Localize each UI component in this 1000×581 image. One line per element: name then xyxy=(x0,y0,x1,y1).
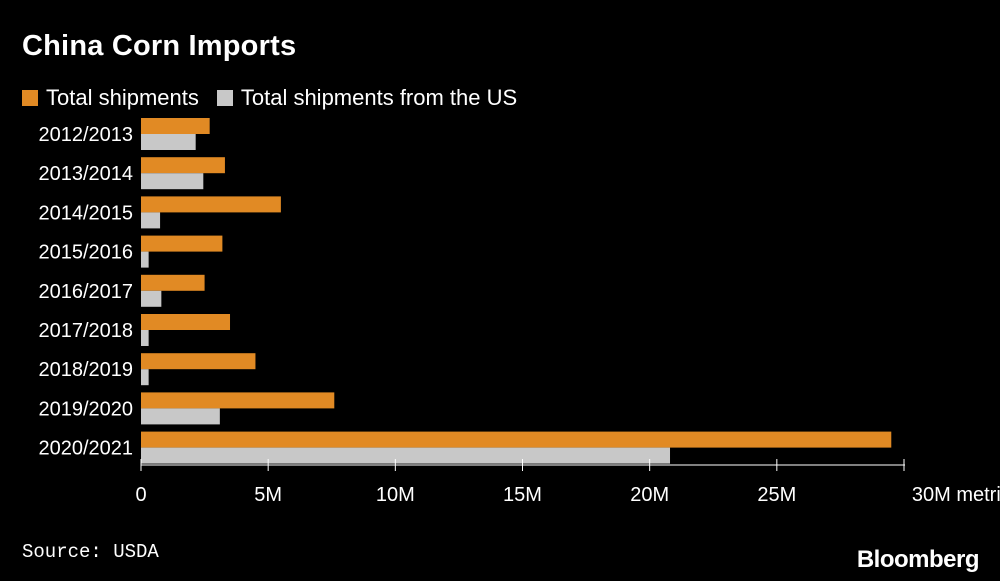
bloomberg-logo: Bloomberg xyxy=(856,546,980,573)
bar-us-shipments xyxy=(141,290,162,307)
legend-item-total: Total shipments xyxy=(22,85,199,111)
x-tick-label: 25M xyxy=(757,484,796,506)
category-label: 2014/2015 xyxy=(38,202,133,224)
bar-total-shipments xyxy=(141,118,210,134)
category-label: 2012/2013 xyxy=(38,124,133,146)
x-tick-label: 15M xyxy=(503,484,542,506)
x-tick-label: 20M xyxy=(630,484,669,506)
bar-total-shipments xyxy=(141,157,225,174)
bar-us-shipments xyxy=(141,173,204,190)
bar-us-shipments xyxy=(141,330,149,346)
bar-total-shipments xyxy=(141,431,892,448)
x-tick-label: 30M metric tons xyxy=(912,484,1000,506)
bar-us-shipments xyxy=(141,408,220,425)
category-label: 2015/2016 xyxy=(38,242,133,264)
bar-us-shipments xyxy=(141,447,671,464)
category-label: 2013/2014 xyxy=(38,163,133,185)
category-label: 2020/2021 xyxy=(38,438,133,460)
chart-legend: Total shipments Total shipments from the… xyxy=(22,85,535,111)
bar-total-shipments xyxy=(141,353,256,370)
chart-title: China Corn Imports xyxy=(22,30,297,62)
bar-us-shipments xyxy=(141,369,149,386)
legend-label-us: Total shipments from the US xyxy=(240,85,518,110)
legend-swatch-total xyxy=(22,90,38,106)
legend-swatch-us xyxy=(216,90,233,106)
category-label: 2018/2019 xyxy=(38,359,133,381)
category-label: 2019/2020 xyxy=(38,398,133,420)
bar-total-shipments xyxy=(141,235,223,252)
bar-total-shipments xyxy=(141,314,231,330)
x-tick-label: 0 xyxy=(135,484,146,506)
category-label: 2016/2017 xyxy=(38,281,133,303)
legend-item-us: Total shipments from the US xyxy=(216,85,518,111)
bar-total-shipments xyxy=(141,392,335,409)
bar-us-shipments xyxy=(141,251,149,268)
bar-us-shipments xyxy=(141,134,196,150)
source-note: Source: USDA xyxy=(22,541,159,563)
category-label: 2017/2018 xyxy=(38,320,133,342)
bar-total-shipments xyxy=(141,274,205,291)
bar-total-shipments xyxy=(141,196,281,213)
legend-label-total: Total shipments xyxy=(46,85,199,110)
x-tick-label: 10M xyxy=(376,484,415,506)
x-tick-label: 5M xyxy=(254,484,282,506)
bar-us-shipments xyxy=(141,212,161,229)
